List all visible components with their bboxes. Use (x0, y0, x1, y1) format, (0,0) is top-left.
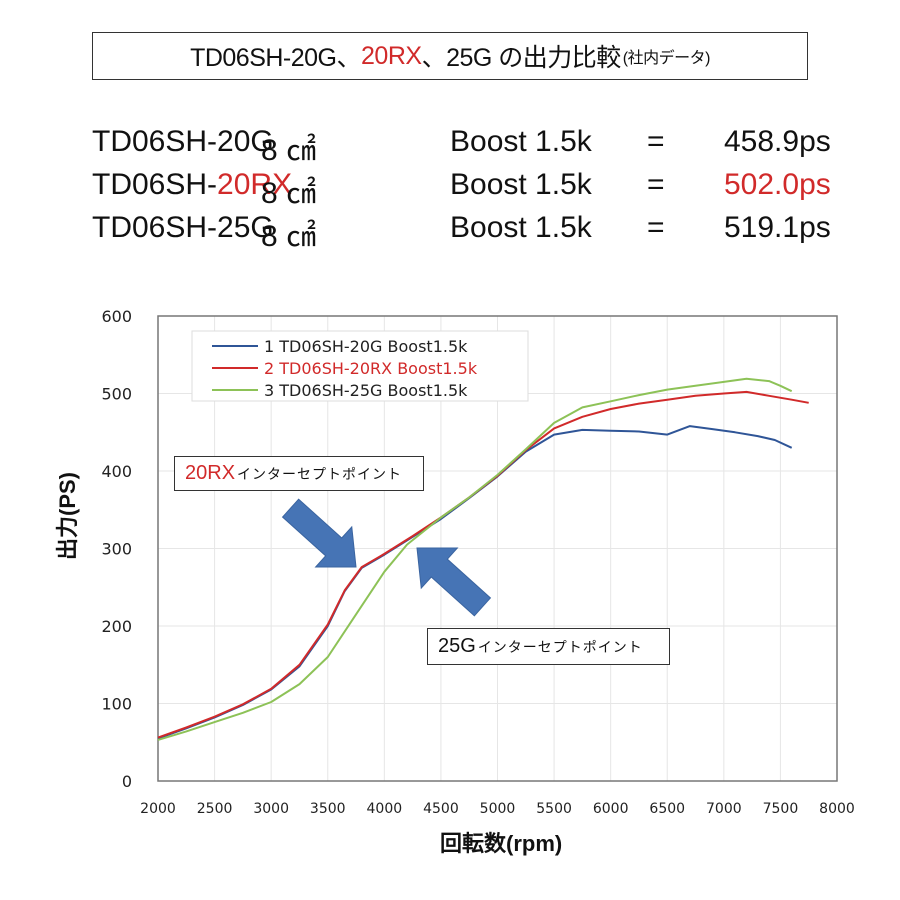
spec-equals: = (647, 168, 665, 201)
spec-boost: Boost 1.5k (450, 211, 592, 244)
x-tick-label: 7000 (706, 801, 742, 817)
spec-model: TD06SH-20G (92, 125, 274, 158)
spec-equals: = (647, 211, 665, 244)
spec-area: 8 ㎠ (261, 134, 317, 167)
x-tick-label: 4000 (367, 801, 403, 817)
y-tick-label: 600 (101, 307, 132, 326)
arrow-icon-25g (416, 547, 492, 617)
x-axis-title: 回転数(rpm) (440, 831, 563, 856)
title-part1: TD06SH-20G、 (190, 44, 362, 72)
callout-25g-label: 25G (438, 635, 476, 657)
y-tick-label: 200 (101, 617, 132, 636)
callout-25g-text: インターセプトポイント (477, 638, 643, 655)
x-tick-label: 2500 (197, 801, 233, 817)
y-tick-label: 0 (122, 772, 132, 791)
legend-label: 1 TD06SH-20G Boost1.5k (264, 337, 468, 356)
title-subtitle: (社内データ) (622, 50, 711, 67)
title-part3: 、25G の出力比較 (421, 44, 622, 72)
legend-label: 3 TD06SH-25G Boost1.5k (264, 381, 468, 400)
spec-boost: Boost 1.5k (450, 168, 592, 201)
spec-model: TD06SH-20RX (92, 168, 293, 201)
x-tick-label: 6000 (593, 801, 629, 817)
x-tick-label: 8000 (819, 801, 855, 817)
spec-boost: Boost 1.5k (450, 125, 592, 158)
x-tick-label: 5500 (536, 801, 572, 817)
x-tick-label: 3500 (310, 801, 346, 817)
spec-power-value: 519.1ps (724, 211, 831, 244)
series-line-3 (157, 377, 793, 741)
spec-power-value: 502.0ps (724, 168, 831, 201)
x-tick-label: 5000 (480, 801, 516, 817)
x-tick-label: 2000 (140, 801, 176, 817)
spec-area: 8 ㎠ (261, 177, 317, 210)
x-tick-label: 7500 (763, 801, 799, 817)
y-axis-title: 出力(PS) (55, 471, 80, 560)
spec-equals: = (647, 125, 665, 158)
y-tick-label: 400 (101, 462, 132, 481)
x-tick-label: 6500 (649, 801, 685, 817)
chart-title-box: TD06SH-20G、 20RX 、25G の出力比較 (社内データ) (92, 32, 808, 80)
plot-frame (157, 315, 838, 782)
y-tick-label: 300 (101, 540, 132, 559)
legend-label: 2 TD06SH-20RX Boost1.5k (264, 359, 478, 378)
arrow-icon-20rx (281, 498, 357, 568)
spec-model: TD06SH-25G (92, 211, 274, 244)
title-highlight-20rx: 20RX (361, 41, 422, 70)
spec-area: 8 ㎠ (261, 220, 317, 253)
y-tick-label: 100 (101, 695, 132, 714)
x-tick-label: 3000 (253, 801, 289, 817)
y-tick-label: 500 (101, 385, 132, 404)
callout-20rx-intercept: 20RX インターセプトポイント (174, 456, 424, 491)
callout-20rx-text: インターセプトポイント (237, 465, 403, 482)
series-line-2 (157, 390, 809, 739)
callout-20rx-label: 20RX (185, 462, 236, 484)
spec-power-value: 458.9ps (724, 125, 831, 158)
callout-25g-intercept: 25G インターセプトポイント (427, 628, 670, 665)
x-tick-label: 4500 (423, 801, 459, 817)
